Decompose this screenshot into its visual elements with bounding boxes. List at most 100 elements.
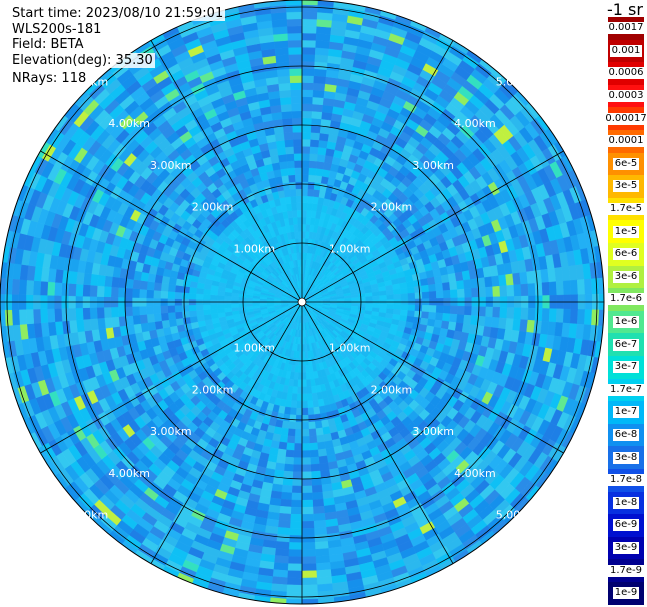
range-gate: [104, 275, 113, 287]
range-gate: [301, 89, 314, 98]
range-gate: [301, 528, 315, 536]
range-gate: [160, 282, 169, 292]
range-gate: [315, 427, 324, 436]
range-gate: [182, 316, 191, 325]
range-gate: [285, 591, 303, 600]
range-gate: [288, 535, 303, 543]
range-gate: [316, 26, 332, 35]
range-gate: [393, 293, 402, 300]
range-gate: [301, 39, 317, 48]
range-gate: [457, 305, 465, 316]
range-gate: [153, 289, 162, 299]
range-gate: [175, 317, 184, 326]
range-gate: [46, 308, 56, 323]
range-gate: [279, 434, 288, 444]
range-gate: [18, 309, 27, 325]
range-gate: [209, 294, 218, 300]
range-gate: [315, 168, 324, 177]
range-gate: [301, 450, 311, 458]
range-gate: [484, 276, 493, 288]
range-gate: [90, 318, 99, 331]
range-gate: [153, 313, 162, 322]
range-gate: [290, 506, 303, 515]
range-gate: [435, 290, 444, 299]
range-gate: [288, 549, 303, 558]
range-gate: [223, 303, 232, 309]
range-gate: [379, 295, 388, 301]
range-gate: [18, 279, 27, 295]
range-gate: [310, 470, 322, 479]
range-gate: [32, 308, 42, 324]
range-gate: [308, 428, 317, 437]
range-gate: [301, 351, 306, 359]
range-gate: [378, 290, 387, 297]
range-gate: [351, 297, 359, 301]
range-gate: [307, 400, 314, 409]
range-gate: [288, 421, 296, 430]
range-gate: [278, 512, 291, 522]
range-gate: [414, 285, 423, 294]
range-gate: [313, 520, 327, 529]
range-gate: [289, 520, 303, 529]
range-gate: [139, 288, 147, 299]
range-gate: [292, 471, 303, 480]
range-gate: [286, 203, 293, 212]
range-gate: [174, 284, 183, 293]
range-gate: [301, 379, 307, 388]
range-gate: [414, 310, 423, 319]
range-gate: [428, 291, 437, 299]
range-gate: [202, 293, 211, 300]
range-gate: [491, 275, 500, 287]
range-gate: [287, 570, 303, 579]
range-gate: [316, 569, 332, 578]
range-gate: [498, 317, 507, 330]
range-gate: [386, 304, 395, 310]
range-gate: [435, 282, 444, 292]
range-gate: [209, 304, 218, 310]
range-gate: [61, 308, 70, 322]
range-gate: [301, 549, 316, 558]
range-gate: [301, 25, 317, 34]
range-gate: [82, 284, 91, 297]
range-gate: [75, 307, 84, 321]
range-gate: [307, 181, 316, 190]
range-gate: [301, 96, 314, 105]
range-gate: [301, 4, 319, 13]
range-gate: [301, 542, 316, 551]
range-gate: [301, 181, 309, 190]
range-gate: [301, 436, 310, 444]
range-gate: [11, 309, 20, 326]
range-gate: [273, 555, 289, 564]
range-gate: [301, 202, 308, 211]
range-gate: [301, 577, 318, 586]
range-gate: [420, 278, 429, 287]
range-gate: [309, 442, 319, 451]
range-gate: [316, 441, 326, 451]
range-gate: [39, 308, 49, 324]
range-gate: [104, 317, 113, 329]
range-gate: [283, 189, 291, 198]
range-gate: [301, 32, 317, 41]
range-gate: [39, 280, 49, 296]
range-gate: [131, 288, 140, 298]
range-gate: [312, 498, 325, 508]
range-gate: [371, 291, 380, 297]
range-gate: [442, 313, 451, 322]
range-gate: [318, 455, 329, 465]
range-gate: [284, 196, 292, 205]
range-gate: [492, 306, 501, 319]
range-gate: [311, 117, 322, 127]
range-gate: [400, 293, 409, 300]
range-gate: [111, 316, 120, 328]
range-gate: [308, 421, 316, 430]
range-gate: [124, 306, 133, 317]
range-gate: [286, 577, 303, 586]
range-gate: [276, 448, 287, 458]
range-gate: [456, 280, 465, 290]
range-gate: [295, 238, 300, 246]
range-gate: [287, 428, 296, 437]
range-gate: [428, 283, 437, 293]
range-gate: [174, 291, 183, 300]
range-gate: [276, 527, 291, 536]
